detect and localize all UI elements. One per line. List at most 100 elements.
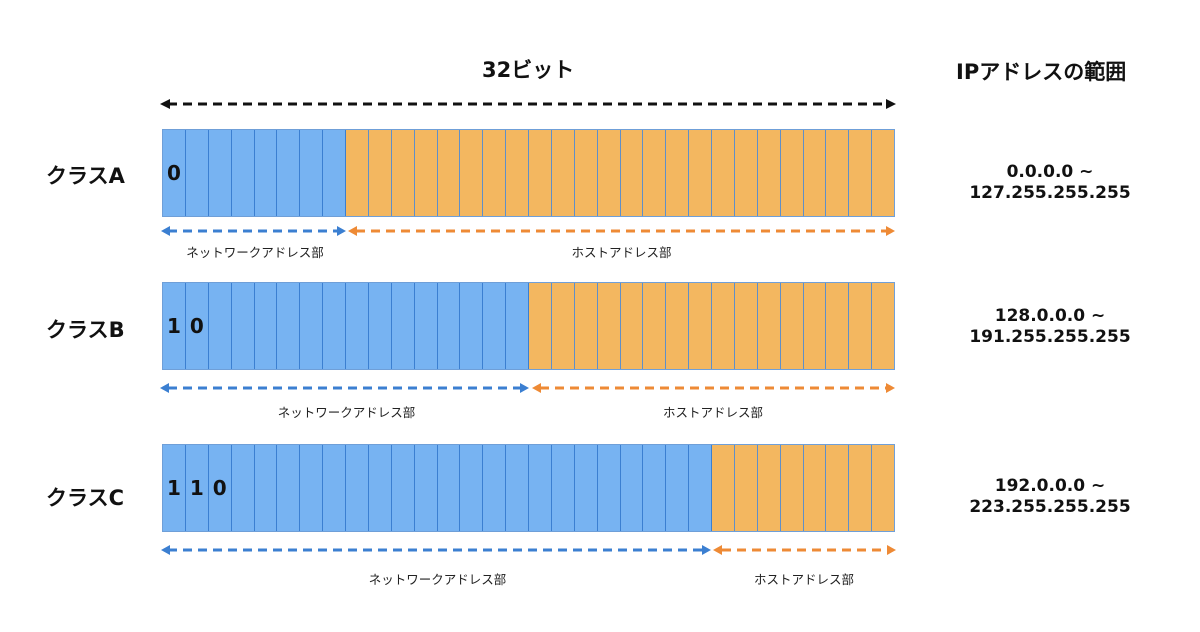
bit-cell [757, 130, 781, 216]
bit-cell [849, 445, 873, 531]
bit-cell [689, 445, 712, 531]
bit-cell [323, 283, 346, 369]
bit-cell [803, 130, 827, 216]
bit-cell [666, 130, 690, 216]
bit-cell [506, 445, 529, 531]
bit-cell [414, 283, 438, 369]
bit-cell [391, 283, 415, 369]
bit-cell: 0 [208, 445, 232, 531]
bit-cell [529, 283, 552, 369]
bit-cell [780, 283, 804, 369]
class-c-host-label: ホストアドレス部 [753, 572, 854, 587]
bit-cell [780, 130, 804, 216]
bit-cell [597, 283, 621, 369]
bit-value: 1 [166, 314, 181, 338]
bit-cell [780, 445, 804, 531]
bit-cell: 0 [185, 283, 209, 369]
bit-cell [620, 130, 644, 216]
class-c-label: クラスC [46, 486, 124, 510]
bit-cell [483, 283, 507, 369]
bit-value: 1 [189, 476, 204, 500]
class-a-host-arrow [348, 226, 895, 236]
bit-cell [368, 283, 392, 369]
bit-cell [368, 445, 392, 531]
bit-cell [872, 445, 894, 531]
bit-cell [620, 283, 644, 369]
bit-cell [689, 283, 712, 369]
bit-cell [803, 283, 827, 369]
class-a-range-end: 127.255.255.255 [969, 183, 1131, 203]
bit-cell [643, 283, 667, 369]
bit-cell [231, 130, 255, 216]
bit-cell [300, 445, 324, 531]
bit-cell [803, 445, 827, 531]
bit-cell [277, 130, 301, 216]
class-c-range: 192.0.0.0 ~ 223.255.255.255 [940, 476, 1160, 518]
bit-cell [826, 283, 850, 369]
class-b-range-start: 128.0.0.0 ~ [994, 306, 1106, 326]
bit-cell [208, 130, 232, 216]
class-b-label: クラスB [46, 318, 125, 342]
bit-cell [391, 445, 415, 531]
class-a-host-label: ホストアドレス部 [571, 245, 672, 260]
bit-cell [506, 283, 529, 369]
bit-cell [346, 130, 369, 216]
bit-value: 0 [189, 314, 204, 338]
total-bits-arrow [160, 99, 896, 109]
bit-cell [346, 445, 369, 531]
bit-cell [826, 445, 850, 531]
bit-cell [346, 283, 369, 369]
bit-cell: 1 [163, 283, 186, 369]
class-c-bit-bar: 1 1 0 [162, 444, 895, 532]
bit-cell: 0 [163, 130, 186, 216]
bit-cell [437, 283, 461, 369]
bit-cell [574, 283, 598, 369]
bit-cell [208, 283, 232, 369]
bit-cell [757, 283, 781, 369]
bit-cell [597, 445, 621, 531]
class-c-host-arrow [713, 545, 896, 555]
bit-cell [506, 130, 529, 216]
class-b-host-arrow [532, 383, 895, 393]
bit-value: 0 [166, 161, 181, 185]
bit-cell [460, 283, 484, 369]
bit-cell [734, 130, 758, 216]
class-a-range: 0.0.0.0 ~ 127.255.255.255 [940, 162, 1160, 204]
range-title: IPアドレスの範囲 [956, 60, 1127, 84]
bit-cell [826, 130, 850, 216]
bit-cell [231, 445, 255, 531]
bit-cell: 1 [185, 445, 209, 531]
bit-cell [300, 130, 324, 216]
bit-cell [391, 130, 415, 216]
bit-cell [666, 283, 690, 369]
bit-cell [277, 283, 301, 369]
bit-cell [872, 130, 894, 216]
bit-cell [551, 283, 575, 369]
bit-cell [437, 445, 461, 531]
class-c-network-label: ネットワークアドレス部 [368, 572, 507, 587]
class-a-range-start: 0.0.0.0 ~ [1006, 162, 1094, 182]
bit-cell [712, 130, 735, 216]
bit-cell [231, 283, 255, 369]
bit-cell [414, 130, 438, 216]
bit-cell [254, 445, 278, 531]
bit-cell [666, 445, 690, 531]
bit-cell [757, 445, 781, 531]
bits-title: 32ビット [482, 58, 575, 82]
class-b-range-end: 191.255.255.255 [969, 327, 1131, 347]
bit-cell [551, 130, 575, 216]
bit-cell [872, 283, 894, 369]
bit-cell [620, 445, 644, 531]
bit-cell [460, 130, 484, 216]
class-b-network-label: ネットワークアドレス部 [277, 405, 416, 420]
bit-cell [689, 130, 712, 216]
class-c-range-end: 223.255.255.255 [969, 497, 1131, 517]
bit-cell [368, 130, 392, 216]
bit-cell: 1 [163, 445, 186, 531]
bit-cell [712, 283, 735, 369]
bit-cell [300, 283, 324, 369]
bit-cell [849, 283, 873, 369]
bit-cell [323, 445, 346, 531]
class-b-host-label: ホストアドレス部 [662, 405, 763, 420]
